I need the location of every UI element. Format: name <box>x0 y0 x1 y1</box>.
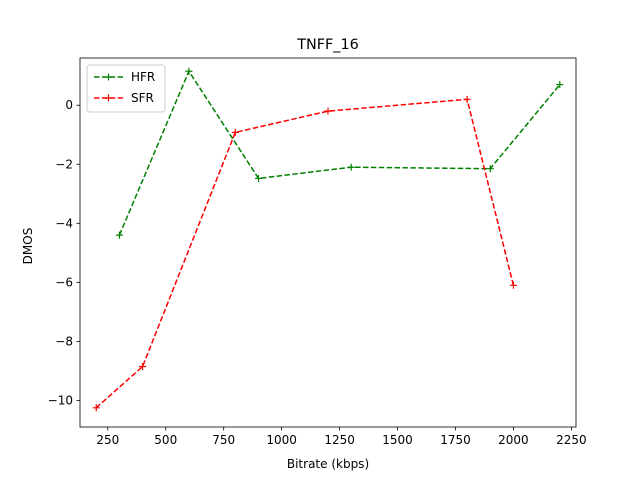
axes-frame <box>79 57 577 428</box>
x-tick-label: 1500 <box>382 433 413 447</box>
legend-label-hfr: HFR <box>131 70 155 84</box>
x-tick-label: 1750 <box>440 433 471 447</box>
legend-marker-sfr <box>105 94 112 102</box>
y-tick-label: −4 <box>55 216 73 230</box>
x-axis-label: Bitrate (kbps) <box>287 457 369 471</box>
sfr-point <box>324 107 332 115</box>
y-tick-label: −6 <box>55 275 73 289</box>
x-tick-label: 250 <box>96 433 119 447</box>
hfr-point <box>347 163 355 171</box>
x-tick-label: 500 <box>154 433 177 447</box>
plot-area: 250 500 750 1000 1250 1500 1750 2000 2250 0 −2 −4 −6… <box>48 57 587 447</box>
y-tick-label: −2 <box>55 157 73 171</box>
sfr-point <box>139 362 147 370</box>
hfr-point <box>486 165 494 173</box>
x-tick-label: 750 <box>212 433 235 447</box>
y-axis-label: DMOS <box>21 228 35 265</box>
hfr-point <box>185 67 193 75</box>
sfr-line <box>95 98 515 409</box>
x-tick-label: 1000 <box>266 433 297 447</box>
legend-label-sfr: SFR <box>131 91 154 105</box>
hfr-point <box>115 231 123 239</box>
y-tick-label: −8 <box>55 334 73 348</box>
sfr-point <box>509 281 517 289</box>
legend-marker-hfr <box>105 73 112 81</box>
sfr-point <box>92 404 100 412</box>
hfr-point <box>556 81 564 89</box>
x-tick-label: 2250 <box>556 433 587 447</box>
sfr-point <box>463 95 471 103</box>
hfr-point <box>254 174 262 182</box>
y-tick-label: −10 <box>48 393 73 407</box>
y-tick-label: 0 <box>65 98 73 112</box>
x-tick-label: 1250 <box>324 433 355 447</box>
chart-title: TNFF_16 <box>296 37 359 53</box>
sfr-point <box>231 128 239 136</box>
x-tick-label: 2000 <box>498 433 529 447</box>
hfr-line <box>118 69 561 236</box>
